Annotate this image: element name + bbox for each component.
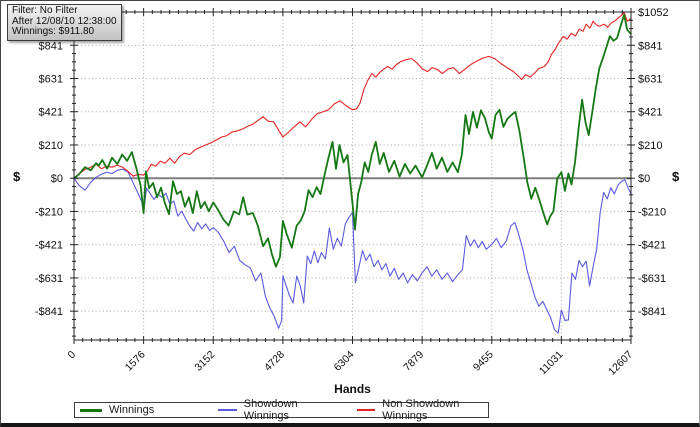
y-tick-label-left: -$210 — [35, 206, 63, 218]
legend-label-winnings: Winnings — [109, 404, 155, 416]
legend: Winnings Showdown Winnings Non Showdown … — [74, 398, 489, 422]
y-tick-label-right: -$841 — [638, 306, 666, 318]
y-tick-label-right: $1052 — [638, 7, 669, 19]
legend-item-winnings: Winnings — [80, 404, 154, 416]
y-tick-label-left: $210 — [39, 140, 63, 152]
showdown-winnings-line — [73, 168, 632, 334]
legend-item-non-showdown-winnings: Non Showdown Winnings — [356, 398, 488, 422]
y-tick-label-right: $841 — [638, 40, 662, 52]
plot-frame — [73, 11, 632, 341]
legend-label-non-showdown-winnings: Non Showdown Winnings — [382, 398, 460, 422]
winnings-line-sample — [80, 408, 102, 412]
x-tick-label: 1576 — [123, 349, 148, 374]
legend-label-showdown-winnings: Showdown Winnings — [243, 398, 298, 422]
y-axis-title-right: $ — [672, 169, 680, 184]
x-tick-label: 4728 — [262, 349, 287, 374]
x-axis-title: Hands — [334, 382, 371, 396]
x-tick-label: 9455 — [471, 349, 496, 374]
winnings-line — [73, 13, 632, 268]
x-tick-label: 3152 — [192, 349, 217, 374]
non-showdown-winnings-line — [73, 11, 632, 179]
y-tick-label-left: -$421 — [35, 240, 63, 252]
y-tick-label-left: $841 — [39, 40, 63, 52]
y-tick-label-right: $631 — [638, 74, 662, 86]
showdown-winnings-line-sample — [218, 409, 237, 411]
y-tick-label-right: -$631 — [638, 273, 666, 285]
x-tick-label: 7879 — [401, 349, 426, 374]
y-tick-label-right: -$421 — [638, 240, 666, 252]
x-tick-label: 11031 — [537, 349, 566, 378]
winnings-total-line: Winnings: $911.80 — [12, 26, 95, 37]
filter-info-box: Filter: No Filter After 12/08/10 12:38:0… — [7, 4, 122, 41]
y-axis-title-left: $ — [13, 169, 21, 184]
y-tick-label-right: -$210 — [638, 206, 666, 218]
after-date-line: After 12/08/10 12:38:00 — [12, 15, 117, 27]
x-tick-label: 12607 — [606, 349, 635, 378]
non-showdown-winnings-line-sample — [356, 409, 376, 411]
filter-line: Filter: No Filter — [12, 5, 78, 16]
y-tick-label-right: $421 — [638, 107, 662, 119]
y-tick-label-left: $0 — [51, 173, 63, 185]
legend-item-showdown-winnings: Showdown Winnings — [218, 398, 330, 422]
y-tick-label-left: -$631 — [35, 273, 63, 285]
y-tick-label-right: $210 — [638, 140, 662, 152]
x-tick-label: 0 — [66, 349, 79, 362]
y-tick-label-right: $0 — [638, 173, 650, 185]
y-tick-label-left: $631 — [39, 74, 63, 86]
y-tick-label-left: $421 — [39, 107, 63, 119]
x-tick-label: 6304 — [332, 349, 357, 374]
y-tick-label-left: -$841 — [35, 306, 63, 318]
